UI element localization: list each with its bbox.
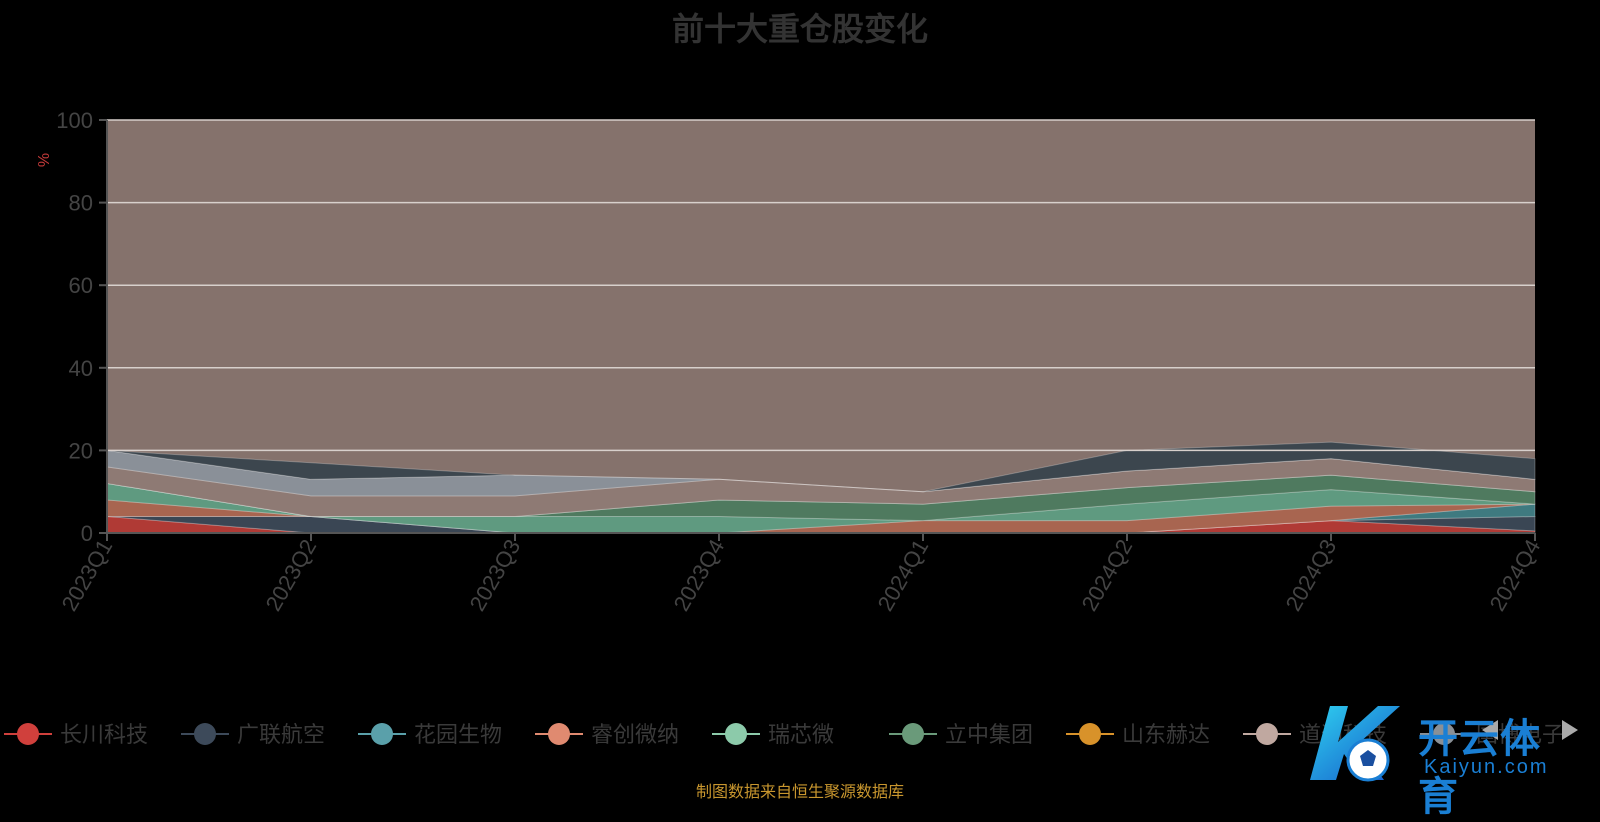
legend-label-1: 广联航空 [237, 723, 325, 748]
legend-item-0[interactable]: 长川科技 [4, 723, 148, 748]
y-tick-label-4: 80 [69, 191, 93, 216]
x-tick-label-1: 2023Q2 [261, 535, 322, 615]
legend-marker-0 [17, 723, 39, 745]
y-tick-label-2: 40 [69, 356, 93, 381]
x-tick-label-7: 2024Q4 [1485, 535, 1546, 615]
legend: 长川科技 广联航空 花园生物 睿创微纳 瑞芯微 立中集团 山东赫达 道通科技 国博电子 [4, 723, 1564, 748]
source-note: 制图数据来自恒生聚源数据库 [695, 784, 904, 801]
x-tick-label-6: 2024Q3 [1281, 535, 1342, 615]
legend-label-2: 花园生物 [414, 723, 502, 748]
watermark: 开云体育 Kaiyun.com [1300, 698, 1580, 819]
legend-marker-5 [902, 723, 924, 745]
legend-item-1[interactable]: 广联航空 [181, 723, 325, 748]
legend-label-5: 立中集团 [945, 723, 1033, 748]
brand-domain: Kaiyun.com [1424, 756, 1549, 778]
area-series-9 [106, 441, 1536, 493]
legend-marker-2 [371, 723, 393, 745]
grid-lines [107, 119, 1535, 452]
area-series-5 [106, 474, 1536, 522]
brand-logo-icon [1310, 706, 1400, 782]
x-tick-label-2: 2023Q3 [465, 535, 526, 615]
legend-label-0: 长川科技 [60, 723, 148, 748]
y-tick-label-5: 100 [56, 108, 93, 133]
legend-marker-7 [1256, 723, 1278, 745]
x-tick-label-0: 2023Q1 [57, 535, 118, 615]
legend-marker-4 [725, 723, 747, 745]
x-tick-label-5: 2024Q2 [1077, 535, 1138, 615]
y-tick-label-3: 60 [69, 273, 93, 298]
legend-item-6[interactable]: 山东赫达 [1066, 723, 1210, 748]
legend-item-8[interactable]: 国博电子 [1420, 723, 1564, 748]
legend-label-6: 山东赫达 [1122, 723, 1210, 748]
legend-item-4[interactable]: 瑞芯微 [712, 723, 834, 748]
y-tick-label-0: 0 [81, 521, 93, 546]
legend-label-3: 睿创微纳 [591, 723, 679, 748]
legend-label-4: 瑞芯微 [768, 723, 834, 748]
legend-marker-8 [1433, 723, 1455, 745]
legend-item-3[interactable]: 睿创微纳 [535, 723, 679, 748]
x-tick-label-3: 2023Q4 [669, 535, 730, 615]
legend-item-2[interactable]: 花园生物 [358, 723, 502, 748]
x-tick-label-4: 2024Q1 [873, 535, 934, 615]
stacked-area-chart: 0 20 40 60 80 100% 2023Q1 2023Q2 2023Q3 2023Q4 202… [4, 108, 1564, 748]
area-series-7 [106, 458, 1536, 517]
legend-item-5[interactable]: 立中集团 [889, 723, 1033, 748]
legend-marker-6 [1079, 723, 1101, 745]
y-axis-label: % [36, 153, 53, 167]
legend-marker-3 [548, 723, 570, 745]
chart-title: 前十大重仓股变化 [671, 11, 928, 47]
area-bands [106, 120, 1536, 534]
legend-marker-1 [194, 723, 216, 745]
y-tick-label-1: 20 [69, 438, 93, 463]
